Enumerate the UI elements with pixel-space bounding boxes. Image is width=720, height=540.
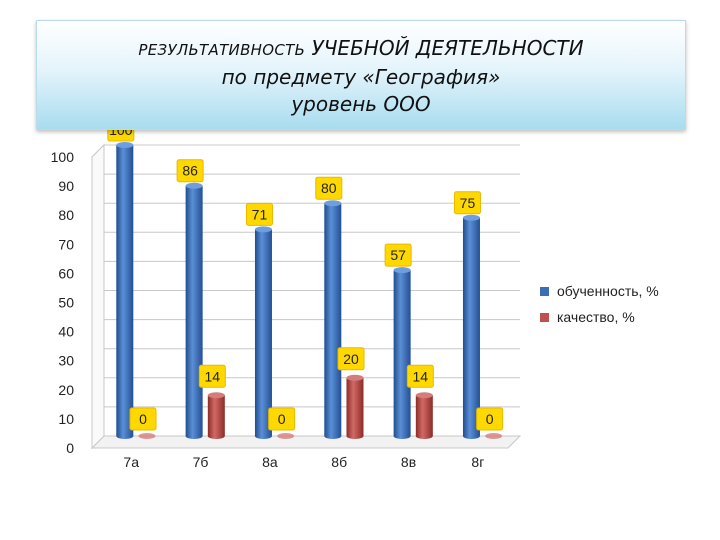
bars (116, 142, 503, 439)
data-label-series1: 86 (176, 159, 204, 183)
legend-label-series1: обученность, % (557, 283, 659, 299)
bar-series2 (138, 433, 156, 439)
x-tick-label: 8б (331, 454, 347, 470)
data-label-series2: 0 (268, 407, 296, 431)
y-tick-label: 10 (58, 411, 74, 427)
svg-text:86: 86 (182, 163, 198, 179)
data-label-series2: 0 (476, 407, 504, 431)
chart-floor (90, 435, 522, 449)
svg-text:20: 20 (343, 351, 359, 367)
y-tick-label: 0 (66, 440, 74, 456)
y-tick-label: 70 (58, 236, 74, 252)
chart-title-box: РЕЗУЛЬТАТИВНОСТЬ УЧЕБНОЙ ДЕЯТЕЛЬНОСТИ по… (36, 20, 686, 130)
bar-series1 (393, 267, 411, 439)
x-tick-label: 8а (262, 454, 278, 470)
chart-title-line1: РЕЗУЛЬТАТИВНОСТЬ УЧЕБНОЙ ДЕЯТЕЛЬНОСТИ (37, 35, 685, 63)
y-tick-label: 20 (58, 382, 74, 398)
data-label-series1: 80 (315, 176, 343, 200)
data-label-series1: 75 (453, 191, 481, 215)
bar-series1 (462, 214, 480, 439)
gridline (91, 231, 520, 245)
bar-series1 (185, 182, 203, 439)
gridline (91, 173, 520, 187)
bar-series2 (277, 433, 295, 439)
svg-text:0: 0 (139, 411, 147, 427)
svg-text:71: 71 (252, 206, 268, 222)
chart-title-part1: РЕЗУЛЬТАТИВНОСТЬ (138, 41, 306, 59)
gridline (91, 319, 520, 332)
bar-series1 (116, 142, 134, 439)
data-label-series2: 14 (406, 364, 434, 388)
x-tick-label: 8в (401, 454, 416, 470)
legend-item-series2: качество, % (540, 304, 659, 330)
y-tick-label: 60 (58, 265, 74, 281)
y-tick-label: 100 (51, 149, 75, 165)
chart-level: уровень ООО (291, 92, 431, 116)
svg-text:14: 14 (413, 368, 429, 384)
gridline (91, 144, 520, 158)
y-tick-label: 40 (58, 324, 74, 340)
legend-swatch-series1 (540, 286, 549, 296)
bar-series2 (346, 374, 364, 439)
legend-label-series2: качество, % (557, 309, 635, 325)
data-label-series1: 71 (245, 202, 273, 226)
gridline (91, 348, 520, 362)
gridlines (91, 144, 520, 449)
y-tick-label: 90 (58, 178, 74, 194)
x-tick-label: 7б (193, 454, 209, 470)
legend-item-series1: обученность, % (540, 278, 659, 304)
data-label-series1: 57 (384, 243, 412, 267)
svg-text:57: 57 (390, 247, 406, 263)
svg-text:80: 80 (321, 180, 337, 196)
gridline (91, 290, 520, 303)
axes: 0 10 20 30 40 50 60 70 80 90 100 7а 7б 8а 8б 8в 8г (51, 143, 522, 470)
data-label-series2: 14 (198, 364, 226, 388)
gridline (91, 260, 520, 274)
bar-series2 (485, 433, 503, 439)
bar-series2 (415, 392, 433, 439)
gridline (91, 377, 520, 391)
bar-series2 (207, 392, 225, 439)
bar-series1 (324, 200, 342, 439)
legend-swatch-series2 (540, 312, 549, 322)
bar-series1 (254, 226, 272, 439)
svg-text:0: 0 (278, 411, 286, 427)
legend: обученность, % качество, % (540, 278, 659, 330)
y-tick-label: 80 (58, 207, 74, 223)
chart-title-part2: УЧЕБНОЙ ДЕЯТЕЛЬНОСТИ (311, 36, 584, 60)
data-label-series2: 0 (129, 407, 157, 431)
svg-text:75: 75 (460, 195, 476, 211)
svg-text:0: 0 (486, 411, 494, 427)
svg-text:14: 14 (205, 368, 221, 384)
y-tick-label: 50 (58, 295, 74, 311)
data-label-series2: 20 (337, 347, 365, 371)
chart-side-wall (91, 143, 105, 450)
chart-subtitle: по предмету «География» (221, 65, 501, 89)
y-tick-label: 30 (58, 353, 74, 369)
x-tick-label: 8г (471, 454, 484, 470)
x-tick-label: 7а (123, 454, 139, 470)
